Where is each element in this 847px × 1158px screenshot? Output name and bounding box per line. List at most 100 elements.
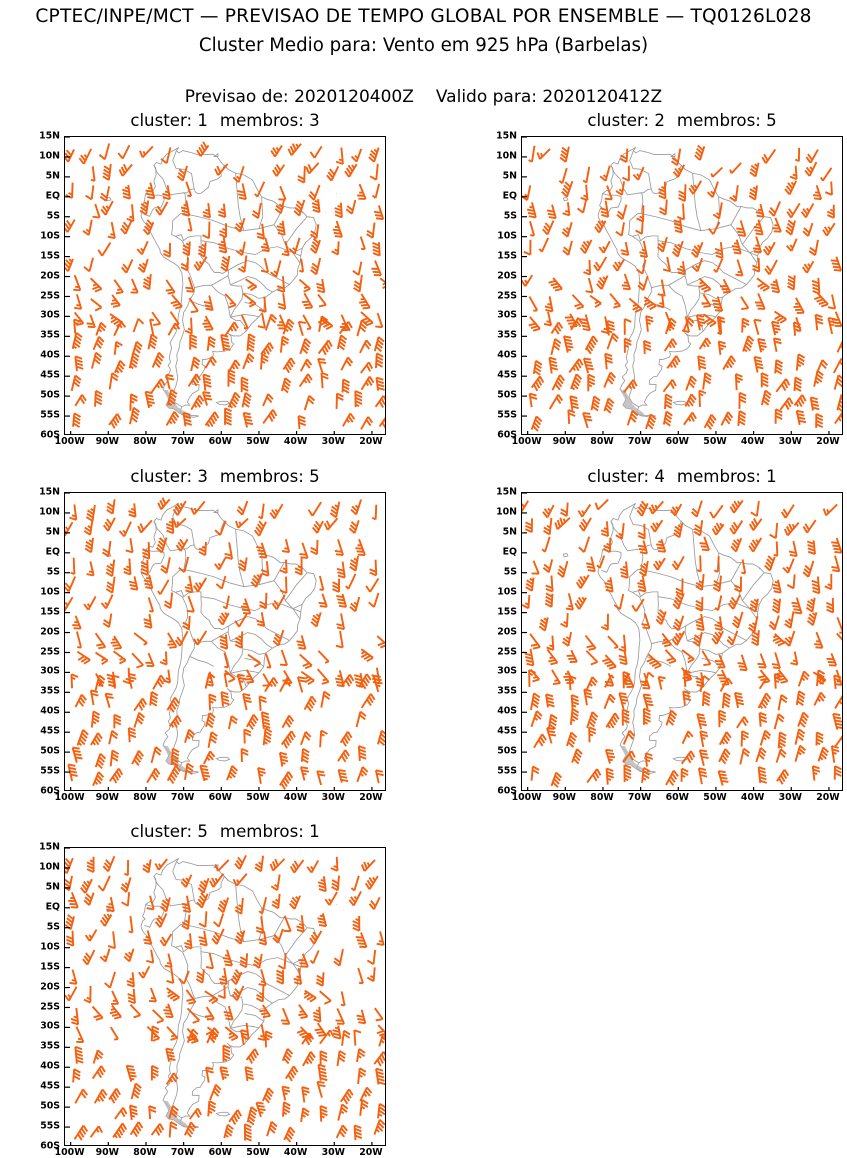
y-axis-tick-label: 5N xyxy=(491,526,517,537)
map-plot-area xyxy=(64,847,386,1146)
chart-header: CPTEC/INPE/MCT — PREVISAO DE TEMPO GLOBA… xyxy=(0,0,847,56)
forecast-from-label: Previsao de: 2020120400Z xyxy=(185,87,414,107)
membros-label: membros: xyxy=(220,467,304,486)
y-axis-tick-label: 20S xyxy=(34,626,60,637)
x-axis-tick-label: 80W xyxy=(133,792,156,803)
x-axis-tick-label: 20W xyxy=(359,792,382,803)
page-subtitle: Cluster Medio para: Vento em 925 hPa (Ba… xyxy=(0,35,847,56)
y-axis-tick-label: EQ xyxy=(491,190,517,201)
y-axis-tick-label: 30S xyxy=(34,310,60,321)
cluster-value: 2 xyxy=(649,111,665,130)
y-axis-tick-label: 30S xyxy=(491,310,517,321)
x-axis-tick-label: 40W xyxy=(284,436,307,447)
y-axis-tick-label: 10N xyxy=(491,150,517,161)
x-axis-tick-label: 20W xyxy=(816,792,839,803)
y-axis-tick-label: 45S xyxy=(34,726,60,737)
y-axis-tick-label: 5S xyxy=(34,566,60,577)
y-axis-tick-label: 55S xyxy=(34,1121,60,1132)
y-axis-tick-label: 10S xyxy=(491,230,517,241)
y-axis-tick-label: 10N xyxy=(34,861,60,872)
membros-label: membros: xyxy=(677,111,761,130)
y-axis-tick-label: 10S xyxy=(34,230,60,241)
y-axis-tick-label: 20S xyxy=(34,981,60,992)
y-axis-tick-label: 35S xyxy=(34,686,60,697)
y-axis-tick-label: 45S xyxy=(491,726,517,737)
x-axis-tick-label: 50W xyxy=(246,792,269,803)
cluster-label: cluster: xyxy=(130,467,192,486)
y-axis-tick-label: 5N xyxy=(34,170,60,181)
x-axis-tick-label: 30W xyxy=(322,1147,345,1158)
wind-barb-layer xyxy=(65,142,386,430)
y-axis-tick-label: 15N xyxy=(491,131,517,142)
y-axis-tick-label: EQ xyxy=(34,901,60,912)
x-axis-tick-label: 100W xyxy=(55,1147,85,1158)
y-axis-tick-label: 5N xyxy=(34,526,60,537)
x-axis-tick-label: 70W xyxy=(171,436,194,447)
x-axis-tick-label: 40W xyxy=(741,792,764,803)
y-axis-tick-label: 10N xyxy=(491,506,517,517)
x-axis-tick-label: 90W xyxy=(553,436,576,447)
y-axis-tick-label: 40S xyxy=(34,706,60,717)
y-axis-tick-label: 55S xyxy=(34,766,60,777)
y-axis-tick-label: 35S xyxy=(34,1041,60,1052)
y-axis-tick-label: 10N xyxy=(34,506,60,517)
y-axis-tick-label: 30S xyxy=(34,666,60,677)
y-axis-tick-label: 55S xyxy=(34,410,60,421)
y-axis-tick-label: 5N xyxy=(34,881,60,892)
membros-label: membros: xyxy=(220,111,304,130)
x-axis-tick-label: 50W xyxy=(703,436,726,447)
x-axis-tick-label: 80W xyxy=(590,792,613,803)
x-axis-tick-label: 70W xyxy=(628,436,651,447)
cluster-value: 5 xyxy=(192,822,208,841)
x-axis-tick-label: 90W xyxy=(553,792,576,803)
x-axis-tick-label: 60W xyxy=(666,436,689,447)
y-axis-tick-label: 25S xyxy=(34,646,60,657)
y-axis-tick-label: 30S xyxy=(34,1021,60,1032)
y-axis-tick-label: 35S xyxy=(491,330,517,341)
y-axis-tick-label: 25S xyxy=(491,646,517,657)
x-axis-tick-label: 100W xyxy=(512,792,542,803)
cluster-label: cluster: xyxy=(587,467,649,486)
y-axis-tick-label: 45S xyxy=(34,1081,60,1092)
membros-value: 1 xyxy=(761,467,777,486)
y-axis-tick-label: 25S xyxy=(491,290,517,301)
y-axis-tick-label: 10S xyxy=(34,941,60,952)
x-axis-tick-label: 60W xyxy=(666,792,689,803)
y-axis-tick-label: 50S xyxy=(491,390,517,401)
map-plot-area xyxy=(64,136,386,435)
wind-barb-layer xyxy=(65,855,386,1142)
x-axis-tick-label: 30W xyxy=(322,436,345,447)
y-axis-tick-label: 25S xyxy=(34,290,60,301)
x-axis-tick-label: 20W xyxy=(816,436,839,447)
x-axis-tick-label: 90W xyxy=(96,792,119,803)
y-axis-tick-label: 55S xyxy=(491,410,517,421)
x-axis-tick-label: 80W xyxy=(133,436,156,447)
x-axis-tick-label: 80W xyxy=(133,1147,156,1158)
x-axis-tick-label: 60W xyxy=(209,436,232,447)
cluster-label: cluster: xyxy=(130,111,192,130)
y-axis-tick-label: EQ xyxy=(34,190,60,201)
cluster-label: cluster: xyxy=(587,111,649,130)
membros-value: 1 xyxy=(304,822,320,841)
x-axis-tick-label: 100W xyxy=(512,436,542,447)
y-axis-tick-label: 40S xyxy=(34,1061,60,1072)
x-axis-tick-label: 30W xyxy=(779,792,802,803)
x-axis-tick-label: 40W xyxy=(741,436,764,447)
y-axis-tick-label: 30S xyxy=(491,666,517,677)
y-axis-tick-label: EQ xyxy=(491,546,517,557)
y-axis-tick-label: 10S xyxy=(491,586,517,597)
y-axis-tick-label: 5S xyxy=(34,921,60,932)
y-axis-tick-label: 5S xyxy=(491,566,517,577)
x-axis-tick-label: 30W xyxy=(779,436,802,447)
y-axis-tick-label: 20S xyxy=(491,626,517,637)
x-axis-tick-label: 90W xyxy=(96,1147,119,1158)
y-axis-tick-label: EQ xyxy=(34,546,60,557)
x-axis-tick-label: 50W xyxy=(246,1147,269,1158)
x-axis-tick-label: 50W xyxy=(246,436,269,447)
